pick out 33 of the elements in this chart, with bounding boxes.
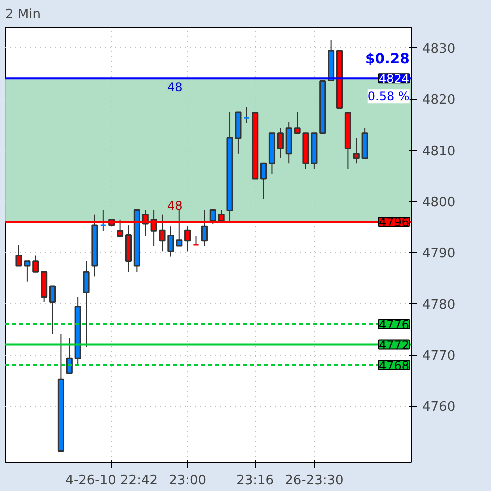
candlestick	[201, 210, 208, 247]
y-tick-label: 4820	[422, 93, 456, 108]
candlestick	[244, 106, 250, 124]
y-tick-label: 4810	[422, 144, 456, 160]
y-tick-label: 4780	[422, 298, 456, 313]
annotation: $0.28	[366, 52, 410, 68]
candlestick	[83, 260, 90, 348]
candlestick	[49, 286, 56, 335]
x-tick-label: 23:16	[236, 474, 274, 488]
candlestick	[294, 112, 301, 134]
y-tick-label: 4770	[422, 349, 456, 364]
chart-title: 2 Min	[6, 8, 41, 22]
candlestick	[353, 138, 360, 164]
y-tick-label: 4760	[422, 400, 456, 416]
candlestick	[100, 210, 107, 232]
candlestick	[66, 338, 73, 374]
x-tick-label: 23:00	[169, 474, 207, 488]
candlestick	[184, 226, 192, 252]
y-tick-label: 4800	[422, 196, 456, 210]
candlestick	[260, 162, 268, 200]
annotation: 48	[168, 80, 183, 95]
x-tick-label: 26-23:30	[285, 474, 344, 488]
annotation: 48	[168, 198, 183, 213]
candlestick	[277, 128, 284, 160]
ref-line-label: 4824	[378, 72, 410, 86]
y-tick-label: 4830	[422, 42, 456, 57]
ref-line-label: 4776	[378, 318, 410, 332]
candlestick	[176, 210, 183, 247]
candlestick	[192, 236, 200, 246]
annotation: 0.58 %	[368, 90, 410, 104]
y-tick-label: 4790	[422, 246, 456, 262]
candlestick	[32, 255, 40, 273]
x-tick-label: 4-26-10 22:42	[66, 474, 158, 488]
